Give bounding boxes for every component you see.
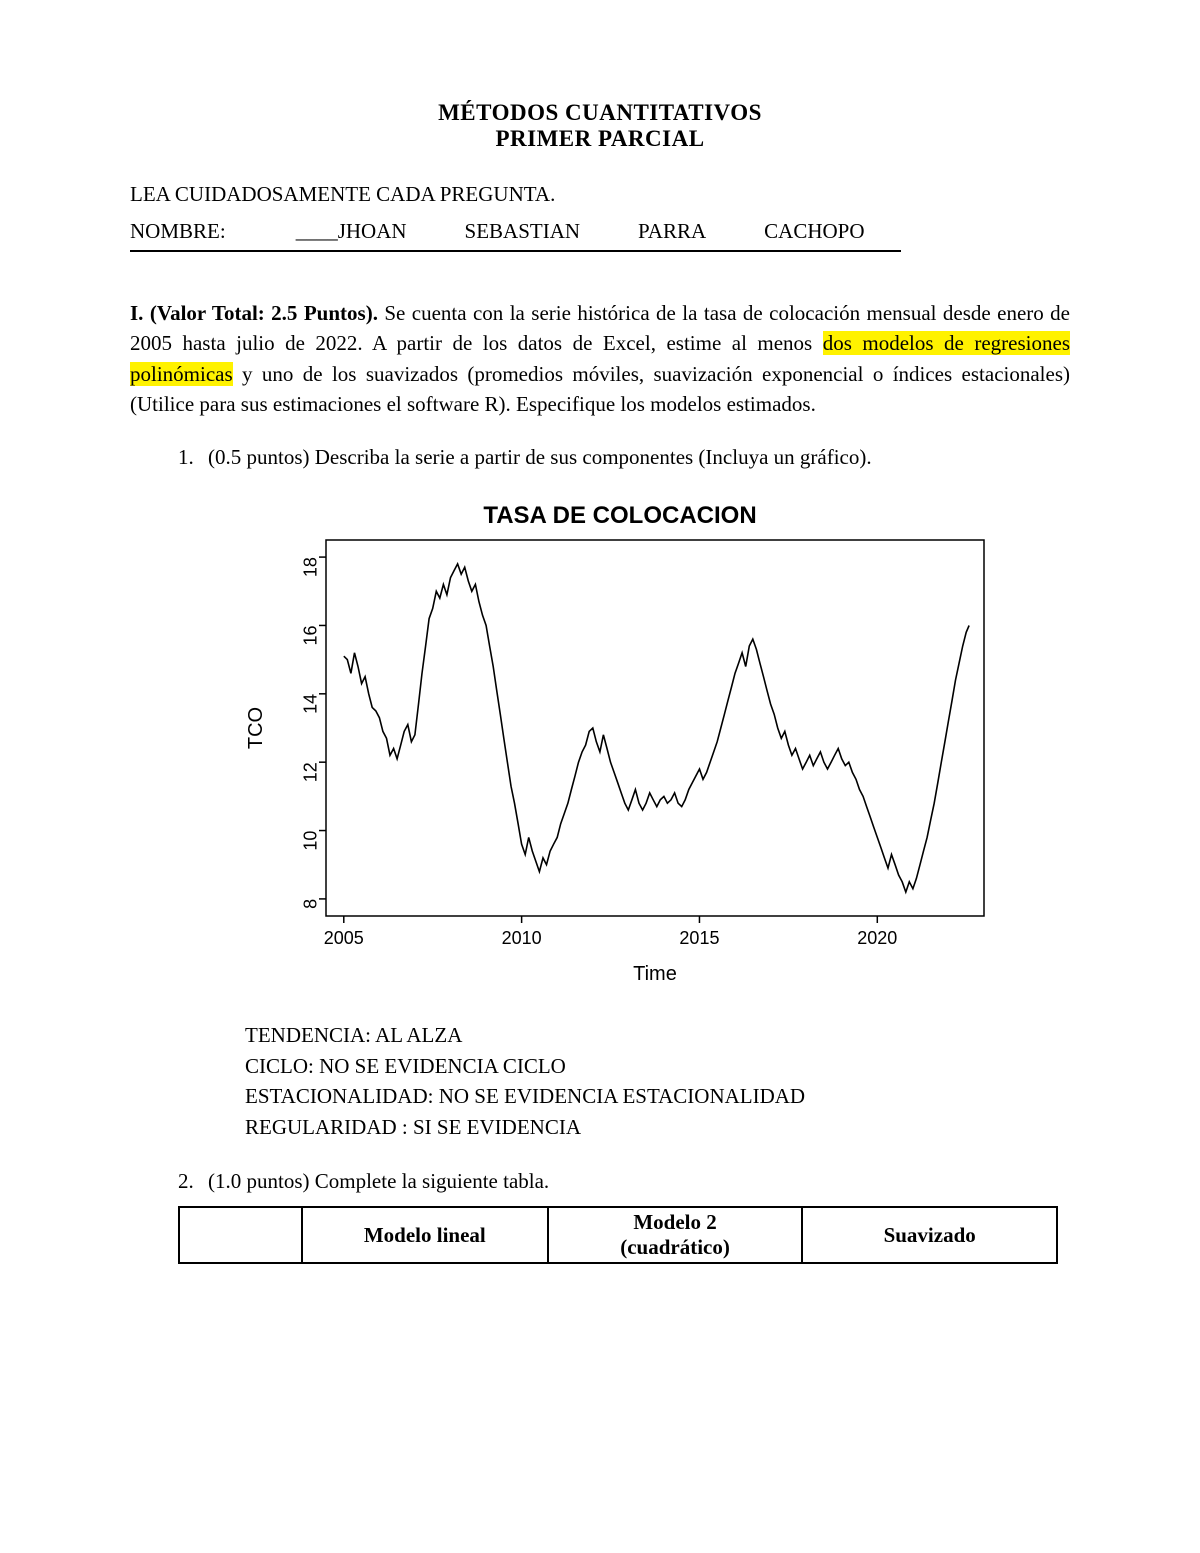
name-part-3: PARRA [638,219,706,244]
model-table-wrap: Modelo lineal Modelo 2 (cuadrático) Suav… [178,1206,1058,1264]
table-header-row: Modelo lineal Modelo 2 (cuadrático) Suav… [179,1207,1057,1263]
table-h2a: Modelo 2 [633,1210,716,1234]
name-underscore: ____ [296,219,338,244]
question-list: 1. (0.5 puntos) Describa la serie a part… [178,442,1070,472]
svg-text:8: 8 [301,899,321,909]
table-h2b: (cuadrático) [620,1235,730,1259]
table-h-suavizado: Suavizado [802,1207,1057,1263]
q2-num: 2. [178,1166,208,1196]
analysis-ciclo: CICLO: NO SE EVIDENCIA CICLO [245,1051,1070,1081]
table-h-modelo2: Modelo 2 (cuadrático) [548,1207,803,1263]
q1-num: 1. [178,442,208,472]
svg-text:2020: 2020 [857,928,897,948]
svg-text:12: 12 [301,762,321,782]
instruction-line: LEA CUIDADOSAMENTE CADA PREGUNTA. [130,182,1070,207]
title-block: MÉTODOS CUANTITATIVOS PRIMER PARCIAL [130,100,1070,152]
q1-body: (0.5 puntos) Describa la serie a partir … [208,442,1070,472]
table-h-lineal: Modelo lineal [302,1207,548,1263]
section-lead: I. (Valor Total: 2.5 Puntos). [130,301,378,325]
svg-text:2015: 2015 [679,928,719,948]
name-part-4: CACHOPO [764,219,864,244]
svg-text:2005: 2005 [324,928,364,948]
chart-container: TASA DE COLOCACION 8 10 12 14 16 18 2005 2010 20… [240,502,1000,994]
svg-text:TCO: TCO [245,707,267,749]
question-1: 1. (0.5 puntos) Describa la serie a part… [178,442,1070,472]
section-intro: I. (Valor Total: 2.5 Puntos). Se cuenta … [130,298,1070,420]
question-2: 2. (1.0 puntos) Complete la siguiente ta… [178,1166,1070,1196]
analysis-regularidad: REGULARIDAD : SI SE EVIDENCIA [245,1112,1070,1142]
name-row: NOMBRE: ____ JHOAN SEBASTIAN PARRA CACHO… [130,219,901,252]
name-label: NOMBRE: [130,219,226,244]
svg-text:10: 10 [301,831,321,851]
name-part-2: SEBASTIAN [465,219,581,244]
title-line-2: PRIMER PARCIAL [130,126,1070,152]
analysis-tendencia: TENDENCIA: AL ALZA [245,1020,1070,1050]
svg-text:18: 18 [301,557,321,577]
q2-body: (1.0 puntos) Complete la siguiente tabla… [208,1166,1070,1196]
name-part-1: JHOAN [338,219,407,244]
chart-svg: 8 10 12 14 16 18 2005 2010 2015 2020 TCO Time [240,534,1000,994]
svg-text:2010: 2010 [502,928,542,948]
analysis-estacionalidad: ESTACIONALIDAD: NO SE EVIDENCIA ESTACION… [245,1081,1070,1111]
chart-title: TASA DE COLOCACION [240,502,1000,530]
analysis-block: TENDENCIA: AL ALZA CICLO: NO SE EVIDENCI… [245,1020,1070,1142]
model-table: Modelo lineal Modelo 2 (cuadrático) Suav… [178,1206,1058,1264]
table-h-empty [179,1207,302,1263]
svg-text:16: 16 [301,626,321,646]
question-list-2: 2. (1.0 puntos) Complete la siguiente ta… [178,1166,1070,1196]
title-line-1: MÉTODOS CUANTITATIVOS [130,100,1070,126]
section-post: y uno de los suavizados (promedios móvil… [130,362,1070,416]
svg-text:14: 14 [301,694,321,714]
svg-text:Time: Time [633,963,677,985]
